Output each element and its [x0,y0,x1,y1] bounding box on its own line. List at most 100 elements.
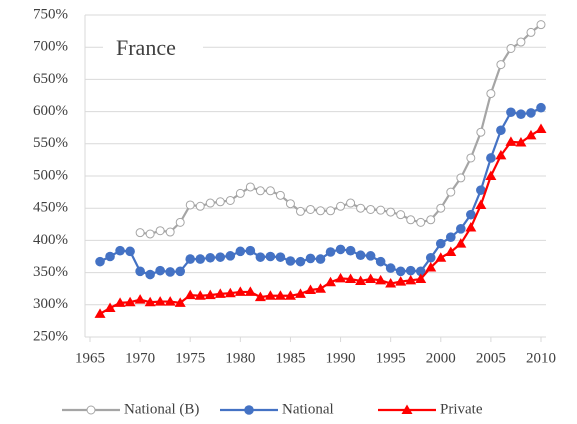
marker [165,267,175,277]
marker [285,256,296,266]
y-tick-label: 550% [33,135,68,151]
marker [305,253,316,264]
marker [285,199,295,209]
marker [215,197,225,207]
marker [496,125,506,136]
marker [265,251,276,262]
marker [234,286,246,296]
annotation: France [116,35,176,60]
marker [124,296,136,307]
marker [235,188,245,198]
marker [426,215,436,225]
marker [154,296,166,306]
marker [165,227,175,237]
plot [94,20,547,318]
marker [415,266,426,277]
legend-label: National [282,401,334,417]
marker [135,266,145,277]
marker [175,266,186,277]
marker [405,274,417,285]
marker [366,204,376,214]
y-tick-label: 250% [33,328,68,344]
marker [526,27,536,37]
marker [225,251,236,261]
marker [486,153,496,163]
marker [305,204,315,214]
marker [395,276,407,286]
marker [275,252,286,262]
marker [346,198,356,208]
marker [135,228,145,238]
marker [525,129,537,140]
marker [506,43,516,53]
marker [425,252,436,263]
marker [155,226,165,236]
marker [174,297,186,307]
marker [385,263,396,273]
y-tick-label: 500% [33,167,68,183]
x-tick-label: 2005 [476,350,506,366]
marker [516,109,526,119]
marker [445,232,456,242]
x-tick-label: 1995 [376,350,406,366]
marker [175,217,185,227]
marker [375,256,386,267]
marker [496,60,506,70]
legend-label: Private [440,401,483,417]
marker [205,198,215,208]
marker [325,247,336,257]
marker [476,185,486,195]
marker [485,170,497,180]
marker [185,254,196,264]
marker [365,273,377,284]
marker [295,256,306,267]
marker [244,286,256,296]
marker [445,246,457,256]
marker [466,209,476,220]
marker [315,283,327,293]
marker [356,203,366,213]
marker [435,252,447,262]
marker [475,199,487,209]
y-tick-label: 650% [33,71,68,87]
marker [295,206,305,216]
marker [225,195,235,205]
marker [195,254,206,264]
x-tick-label: 1990 [326,350,356,366]
y-tick-label: 700% [33,39,68,55]
marker [304,284,316,294]
marker [416,217,426,227]
marker [386,207,396,217]
y-tick-label: 750% [33,6,68,22]
marker [336,201,346,211]
marker [446,187,456,197]
marker [396,210,406,220]
marker [456,173,466,183]
y-tick-label: 300% [33,296,68,312]
marker [495,149,507,160]
marker [214,288,226,298]
marker [235,246,246,257]
marker [115,245,125,256]
marker [254,291,266,302]
marker [125,246,135,257]
marker [415,273,427,284]
marker [425,261,437,272]
marker [204,289,216,300]
marker [355,250,366,261]
x-tick-label: 1965 [75,350,105,366]
marker [456,224,466,234]
x-tick-label: 2010 [526,350,556,366]
marker [335,272,347,283]
marker [104,302,116,313]
y-tick-label: 450% [33,200,68,216]
marker [375,274,387,285]
marker [205,252,216,263]
legend-marker [401,404,413,414]
marker [185,200,195,210]
marker [255,186,265,196]
marker [294,288,306,298]
marker [335,244,346,255]
